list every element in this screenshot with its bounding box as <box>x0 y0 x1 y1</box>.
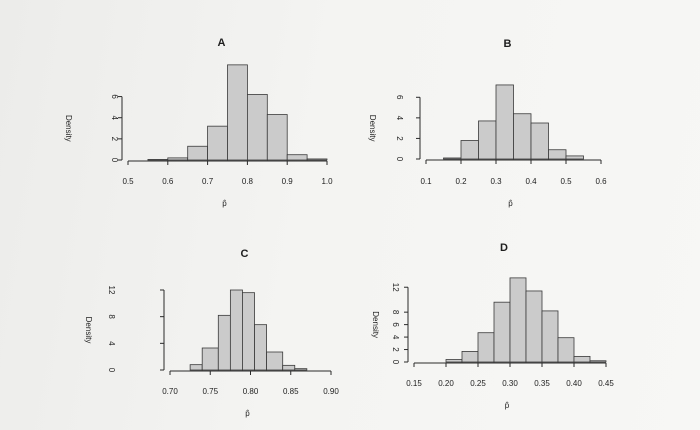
panel-c-x-tick-3: 0.85 <box>283 387 299 396</box>
panel-a-bar-3 <box>187 145 208 161</box>
panel-c-bar-5 <box>242 292 255 371</box>
panel-a: A 0.5 0.6 0.7 0.8 0.9 1.0 p̂ 0 2 4 6 Density <box>64 37 333 208</box>
panel-a-x-tick-3: 0.8 <box>242 177 254 186</box>
panel-a-y-tick-1: 2 <box>110 137 119 142</box>
panel-a-x-tick-4: 0.9 <box>282 177 294 186</box>
panel-b-bar-1 <box>443 157 462 160</box>
panel-c-bar-4 <box>229 289 243 371</box>
panel-b-title: B <box>504 38 512 50</box>
panel-a-bar-1 <box>147 159 169 161</box>
panel-c-y-tick-0: 0 <box>107 368 116 373</box>
panel-d-y-tick-4: 8 <box>391 310 400 315</box>
panel-a-y-label: Density <box>64 115 73 142</box>
panel-b-x-tick-4: 0.5 <box>560 177 572 186</box>
panel-c-x-tick-0: 0.70 <box>162 387 178 396</box>
panel-d-bar-8 <box>557 337 575 363</box>
panel-c: C 0.70 0.75 0.80 0.85 0.90 p̂ 0 4 8 12 Density <box>84 248 339 418</box>
panel-c-bar-1 <box>189 364 203 371</box>
panel-a-bar-9 <box>306 158 328 161</box>
panel-a-bar-5 <box>227 64 248 161</box>
panel-b-bar-3 <box>478 120 497 160</box>
panel-d-x-tick-5: 0.40 <box>566 379 582 388</box>
panel-d-bar-7 <box>541 310 559 363</box>
panel-c-x-tick-1: 0.75 <box>202 387 218 396</box>
panel-d-bar-10 <box>589 360 607 363</box>
panel-a-x-label: p̂ <box>222 199 227 208</box>
panel-a-y-tick-3: 6 <box>110 94 119 99</box>
panel-d-y-label: Density <box>371 311 380 338</box>
panel-c-bar-7 <box>266 351 284 371</box>
panel-a-x-tick-2: 0.7 <box>202 177 214 186</box>
panel-b-x-tick-3: 0.4 <box>525 177 537 186</box>
panel-c-x-tick-2: 0.80 <box>243 387 259 396</box>
panel-c-y-tick-3: 12 <box>107 286 116 295</box>
panel-a-y-tick-2: 4 <box>110 115 119 120</box>
panel-c-bar-9 <box>294 368 308 371</box>
panel-b-y-tick-2: 4 <box>395 116 404 121</box>
panel-b-bar-7 <box>548 149 567 160</box>
panel-d-y-tick-1: 2 <box>391 347 400 352</box>
panel-b-x-tick-1: 0.2 <box>455 177 467 186</box>
panel-a-bar-6 <box>246 94 268 161</box>
panel-d-x-tick-4: 0.35 <box>534 379 550 388</box>
panel-b-bar-2 <box>460 140 479 160</box>
panel-d-bar-5 <box>509 277 527 363</box>
panel-a-title: A <box>218 37 226 49</box>
panel-d-x-tick-0: 0.15 <box>406 379 422 388</box>
panel-c-bar-8 <box>282 364 296 371</box>
panel-d-bar-1 <box>445 359 463 363</box>
panel-c-x-label: p̂ <box>245 409 250 418</box>
panel-b-y-tick-1: 2 <box>395 136 404 141</box>
panel-b-x-label: p̂ <box>508 199 513 208</box>
panel-b-bar-5 <box>513 113 532 160</box>
panel-b: B 0.1 0.2 0.3 0.4 0.5 0.6 p̂ 0 2 4 6 Density <box>368 38 607 208</box>
panel-d-bar-3 <box>477 332 495 363</box>
panel-a-x-tick-1: 0.6 <box>162 177 174 186</box>
panel-d-x-label: p̂ <box>505 401 510 410</box>
panel-b-bar-4 <box>495 84 514 160</box>
panel-a-bar-7 <box>266 114 288 161</box>
panel-d-x-tick-6: 0.45 <box>598 379 614 388</box>
panel-c-bar-6 <box>254 324 267 371</box>
panel-c-x-tick-4: 0.90 <box>323 387 339 396</box>
panel-c-y-tick-1: 4 <box>107 341 116 346</box>
panel-b-bar-8 <box>565 155 584 160</box>
panel-b-y-tick-0: 0 <box>395 157 404 162</box>
panel-d-bar-6 <box>525 290 543 363</box>
panel-b-y-label: Density <box>368 115 377 142</box>
panel-b-x-tick-2: 0.3 <box>490 177 502 186</box>
panel-d-title: D <box>500 242 508 254</box>
panel-a-bar-2 <box>167 157 189 161</box>
panel-a-y-tick-0: 0 <box>110 158 119 163</box>
panel-c-title: C <box>241 248 249 260</box>
panel-d-bar-9 <box>573 355 591 363</box>
panel-a-bar-4 <box>207 125 228 161</box>
panel-d-y-tick-2: 4 <box>391 335 400 340</box>
panel-c-y-tick-2: 8 <box>107 314 116 319</box>
panel-b-bar-6 <box>530 122 549 160</box>
panel-c-y-label: Density <box>84 317 93 344</box>
panel-d-x-tick-2: 0.25 <box>470 379 486 388</box>
panel-d-x-tick-1: 0.20 <box>438 379 454 388</box>
panel-a-x-tick-0: 0.5 <box>122 177 134 186</box>
panel-d: D 0.15 0.20 0.25 0.30 0.35 0.40 0.45 p̂ 0 2 4 6 8 12 De… <box>371 242 614 410</box>
panel-a-bar-8 <box>286 154 308 161</box>
panel-b-x-tick-5: 0.6 <box>595 177 607 186</box>
panel-b-y-tick-3: 6 <box>395 95 404 100</box>
panel-b-x-tick-0: 0.1 <box>420 177 432 186</box>
panel-d-y-tick-3: 6 <box>391 322 400 327</box>
panel-d-x-tick-3: 0.30 <box>502 379 518 388</box>
panel-d-bar-4 <box>493 301 511 363</box>
panel-d-y-tick-0: 0 <box>391 360 400 365</box>
panel-c-bar-2 <box>201 347 219 371</box>
panel-c-bar-3 <box>217 314 231 371</box>
panel-d-bar-2 <box>461 351 479 363</box>
panel-d-y-tick-5: 12 <box>391 283 400 292</box>
panel-a-x-tick-5: 1.0 <box>321 177 333 186</box>
